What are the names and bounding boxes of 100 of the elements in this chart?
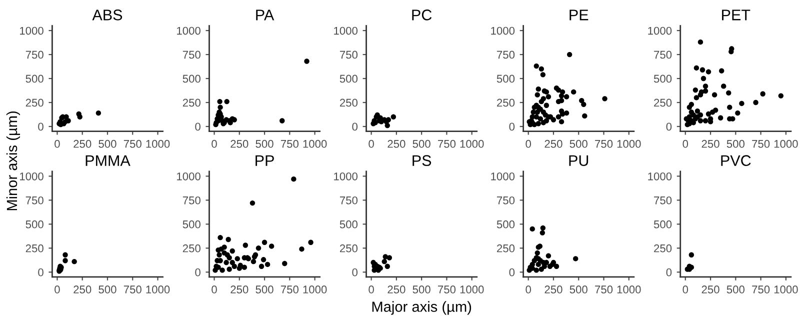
x-tick-label: 250 [388, 140, 406, 148]
x-tick-label: 0 [54, 140, 60, 148]
y-tick-label: 750 [182, 50, 200, 59]
chart-title: PE [570, 10, 588, 20]
y-tick-label: 1000 [20, 172, 44, 180]
x-tick-label: 1000 [460, 286, 484, 294]
x-tick-label: 1000 [617, 140, 641, 148]
y-tick-label: 500 [654, 74, 672, 83]
y-axis-title: Minor axis (µm) [6, 112, 20, 210]
y-tick-label: 250 [497, 244, 515, 252]
x-tick-label: 500 [412, 140, 430, 148]
x-tick-label: 500 [726, 286, 744, 294]
x-tick-label: 250 [230, 140, 248, 148]
y-tick-label: 750 [26, 196, 44, 204]
x-tick-label: 1000 [146, 286, 170, 294]
y-tick-label: 500 [496, 220, 515, 228]
x-tick-label: 0 [212, 286, 217, 294]
y-tick-label: 250 [497, 98, 515, 107]
x-tick-label: 750 [280, 140, 299, 148]
y-tick-label: 250 [654, 98, 672, 107]
chart-title: ABS [92, 10, 122, 20]
x-tick-label: 750 [752, 286, 770, 294]
y-tick-label: 0 [509, 122, 515, 131]
y-tick-label: 750 [497, 196, 515, 204]
x-tick-label: 0 [54, 286, 60, 294]
y-tick-label: 750 [497, 50, 515, 59]
x-tick-label: 250 [544, 140, 562, 148]
x-tick-label: 1000 [460, 140, 484, 148]
x-tick-label: 1000 [774, 286, 798, 294]
x-tick-label: 750 [438, 286, 456, 294]
x-tick-label: 500 [570, 140, 588, 148]
y-tick-label: 750 [182, 196, 200, 204]
x-tick-label: 750 [438, 140, 456, 148]
y-tick-label: 250 [26, 244, 44, 252]
y-tick-label: 0 [666, 122, 672, 131]
chart-title: PMMA [86, 155, 130, 166]
x-tick-label: 1000 [303, 286, 327, 294]
chart-title: PA [256, 10, 274, 20]
chart-title: PVC [721, 155, 751, 166]
y-tick-label: 500 [340, 74, 358, 83]
y-tick-label: 500 [654, 220, 672, 228]
y-tick-label: 1000 [648, 172, 672, 180]
y-tick-label: 250 [340, 244, 358, 252]
y-tick-label: 0 [352, 268, 358, 276]
x-tick-label: 1000 [146, 140, 170, 148]
x-tick-label: 500 [570, 286, 588, 294]
x-tick-label: 250 [74, 286, 92, 294]
y-tick-label: 250 [654, 244, 672, 252]
y-tick-label: 0 [195, 268, 200, 276]
x-tick-label: 750 [595, 286, 613, 294]
x-tick-label: 0 [212, 140, 217, 148]
x-tick-label: 250 [702, 140, 720, 148]
x-tick-label: 250 [702, 286, 720, 294]
x-tick-label: 750 [124, 140, 142, 148]
x-tick-label: 0 [368, 140, 374, 148]
y-tick-label: 1000 [334, 172, 358, 180]
y-tick-label: 500 [496, 74, 515, 83]
x-tick-label: 250 [74, 140, 92, 148]
y-tick-label: 250 [182, 98, 200, 107]
x-tick-label: 750 [280, 286, 299, 294]
x-tick-label: 1000 [303, 140, 327, 148]
x-tick-label: 500 [726, 140, 744, 148]
y-tick-label: 750 [340, 50, 358, 59]
y-tick-label: 750 [654, 50, 672, 59]
x-tick-label: 0 [526, 140, 532, 148]
y-tick-label: 750 [340, 196, 358, 204]
y-tick-label: 500 [182, 220, 200, 228]
x-tick-label: 250 [388, 286, 406, 294]
y-tick-label: 1000 [648, 26, 672, 35]
chart-title: PS [412, 155, 432, 166]
y-tick-label: 250 [182, 244, 200, 252]
chart-title: PC [412, 10, 432, 20]
y-tick-label: 750 [654, 196, 672, 204]
x-tick-label: 750 [124, 286, 142, 294]
chart-title: PU [569, 155, 588, 166]
y-tick-label: 1000 [177, 26, 200, 35]
x-tick-label: 500 [256, 140, 274, 148]
x-tick-label: 0 [682, 286, 688, 294]
x-tick-label: 500 [412, 286, 430, 294]
x-tick-label: 1000 [617, 286, 641, 294]
y-tick-label: 1000 [334, 26, 358, 35]
x-tick-label: 0 [526, 286, 532, 294]
x-tick-label: 1000 [774, 140, 798, 148]
chart-title: PP [256, 155, 274, 166]
x-tick-label: 0 [368, 286, 374, 294]
y-tick-label: 500 [182, 74, 200, 83]
y-tick-label: 0 [509, 268, 515, 276]
x-axis-title: Major axis (µm) [372, 301, 472, 315]
x-tick-label: 250 [230, 286, 248, 294]
y-tick-label: 0 [38, 122, 44, 131]
x-tick-label: 250 [544, 286, 562, 294]
x-tick-label: 750 [595, 140, 613, 148]
y-tick-label: 750 [26, 50, 44, 59]
x-tick-label: 500 [98, 286, 116, 294]
y-tick-label: 0 [352, 122, 358, 131]
y-tick-label: 0 [666, 268, 672, 276]
y-tick-label: 250 [340, 98, 358, 107]
x-tick-label: 500 [98, 140, 116, 148]
x-tick-label: 0 [682, 140, 688, 148]
y-tick-label: 0 [195, 122, 200, 131]
